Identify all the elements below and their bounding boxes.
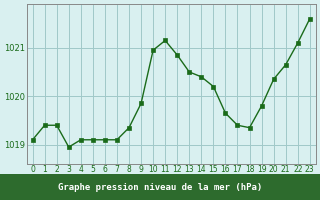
Text: Graphe pression niveau de la mer (hPa): Graphe pression niveau de la mer (hPa) xyxy=(58,182,262,192)
